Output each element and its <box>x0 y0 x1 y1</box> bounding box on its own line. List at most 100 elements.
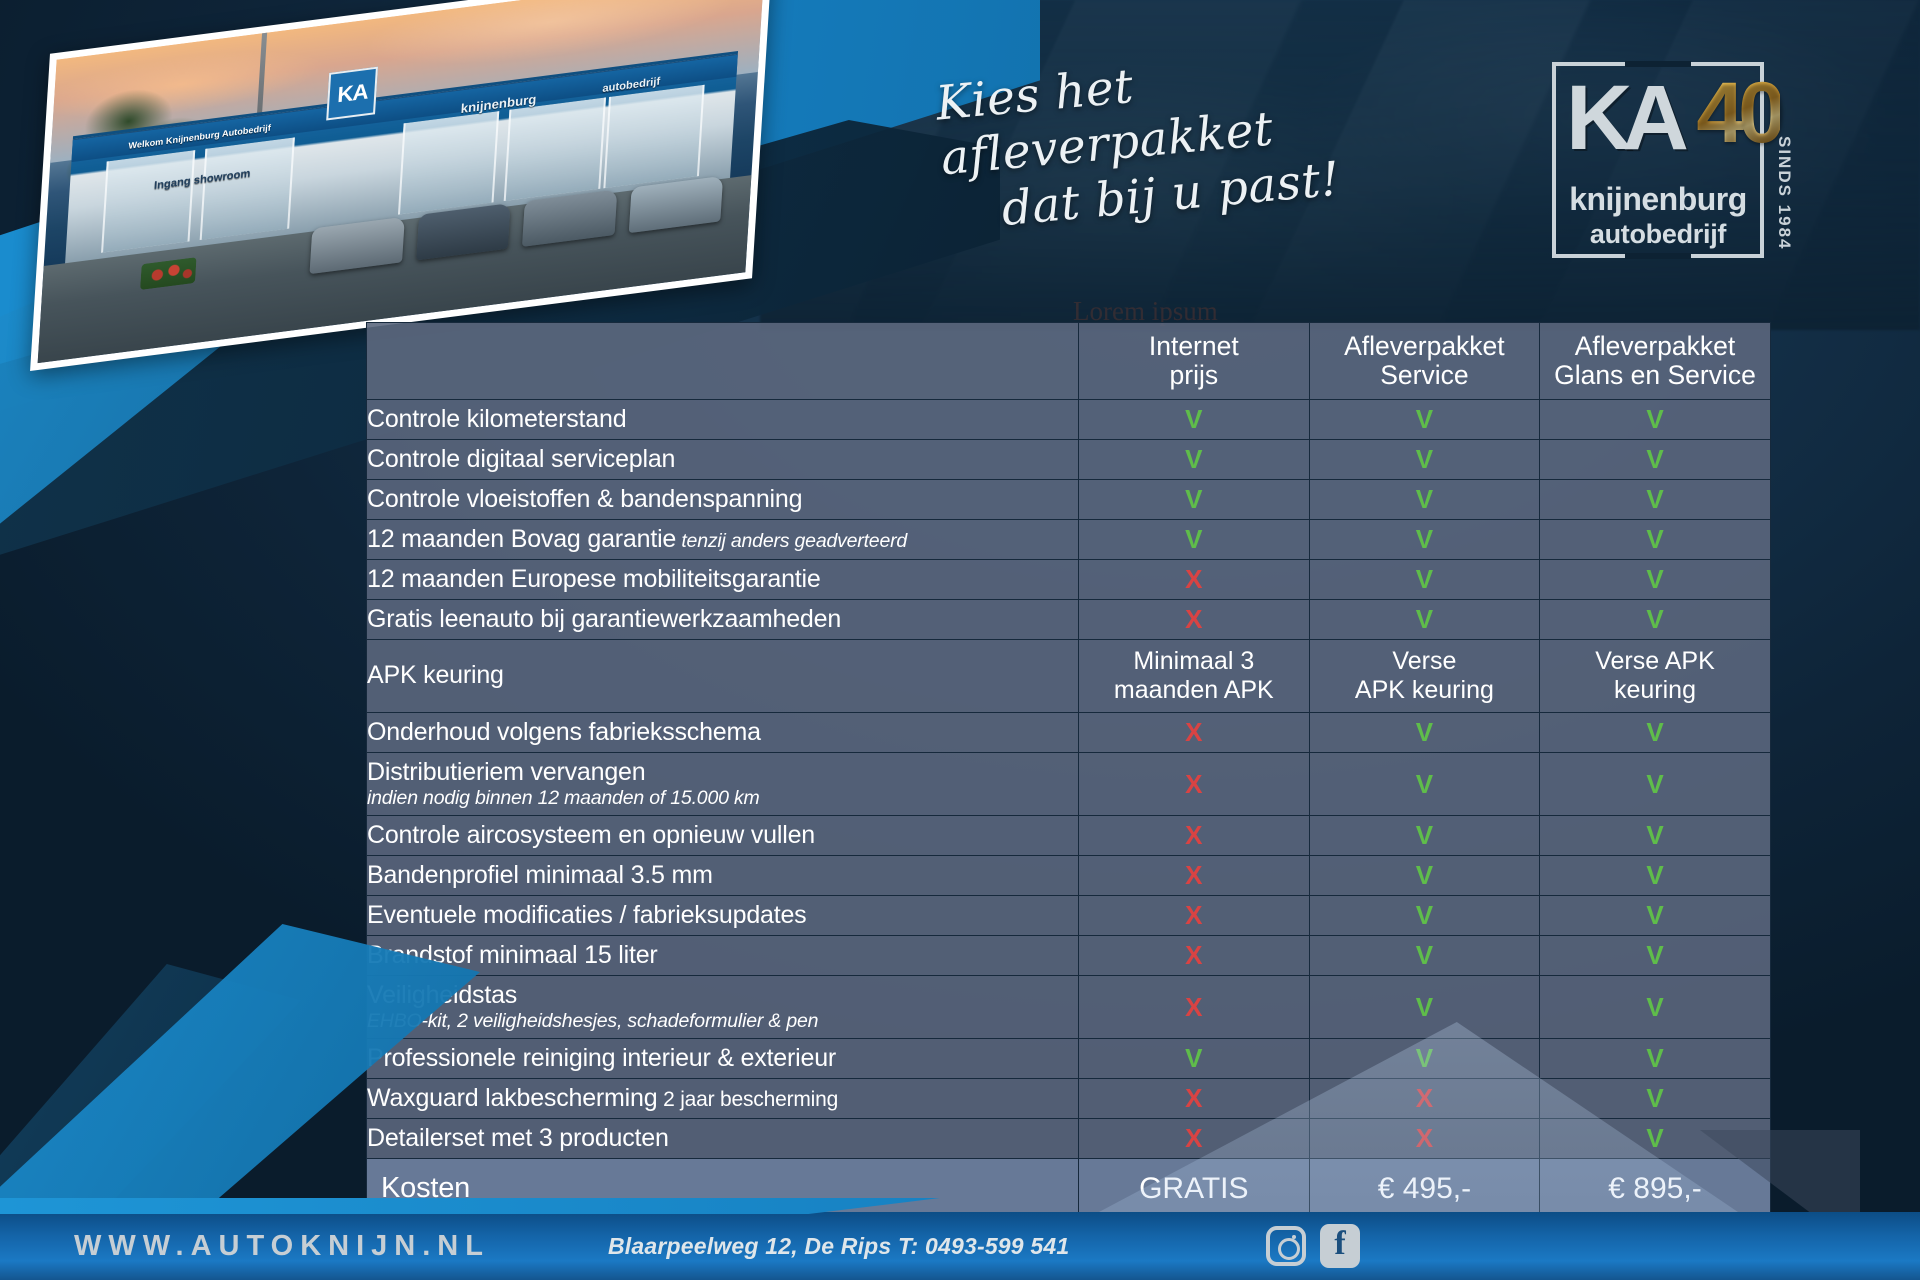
row-value-cross: X <box>1078 935 1310 976</box>
check-icon: V <box>1185 1043 1203 1073</box>
check-icon: V <box>1646 1123 1664 1153</box>
row-label-subnote: EHBO-kit, 2 veiligheidshesjes, schadefor… <box>367 1009 819 1032</box>
check-icon: V <box>1646 717 1664 747</box>
row-value-check: V <box>1308 519 1541 560</box>
row-value-cross: X <box>1078 1118 1310 1159</box>
brand-logo: KA 40 knijnenburg autobedrijf SINDS 1984 <box>1552 61 1794 259</box>
row-value-check: V <box>1308 399 1541 440</box>
check-icon: V <box>1415 900 1434 930</box>
lorem-watermark: Lorem ipsum <box>1073 296 1218 326</box>
table-cost-row: Kosten GRATIS € 495,- € 895,- <box>366 1158 1771 1220</box>
row-value-check: V <box>1539 975 1771 1039</box>
row-value-check: V <box>1308 559 1541 600</box>
table-row: VeiligheidstasEHBO-kit, 2 veiligheidshes… <box>366 975 1771 1039</box>
cross-icon: X <box>1415 1123 1434 1153</box>
row-value-check: V <box>1539 439 1771 480</box>
check-icon: V <box>1415 444 1434 474</box>
row-value-check: V <box>1539 935 1771 976</box>
cross-icon: X <box>1185 564 1203 594</box>
table-row: Controle kilometerstand V V V <box>366 399 1771 440</box>
row-value-check: V <box>1539 712 1771 753</box>
table-row: Waxguard lakbescherming 2 jaar beschermi… <box>366 1078 1771 1119</box>
table-header-line-2: prijs <box>1169 360 1219 390</box>
table-header-line-1: Afleverpakket <box>1574 331 1736 362</box>
row-label: Detailerset met 3 producten <box>366 1118 1079 1159</box>
row-value-check: V <box>1539 855 1771 896</box>
footer-address: Blaarpeelweg 12, De Rips T: 0493-599 541 <box>607 1232 1070 1259</box>
table-row: Detailerset met 3 producten X X V <box>366 1118 1771 1159</box>
row-label-text: Onderhoud volgens fabrieksschema <box>367 717 761 746</box>
row-value-check: V <box>1308 599 1541 640</box>
row-value-check: V <box>1308 752 1541 816</box>
row-value-check: V <box>1308 895 1541 936</box>
table-header-col-1: Internet prijs <box>1078 322 1310 400</box>
row-label: Professionele reiniging interieur & exte… <box>366 1038 1079 1079</box>
footer-social-links: f <box>1266 1224 1360 1268</box>
row-value-check: V <box>1539 1078 1771 1119</box>
row-value-cross: X <box>1078 1078 1310 1119</box>
check-icon: V <box>1646 484 1664 514</box>
row-value-check: V <box>1539 559 1771 600</box>
row-value-line: keuring <box>1613 676 1696 704</box>
table-header-line-2: Glans en Service <box>1554 360 1756 390</box>
row-label-text: Distributieriem vervangen <box>367 758 646 787</box>
footer-website[interactable]: WWW.AUTOKNIJN.NL <box>74 1229 490 1262</box>
row-value-line: APK keuring <box>1354 676 1494 704</box>
row-value-check: V <box>1539 1038 1771 1079</box>
table-row: Professionele reiniging interieur & exte… <box>366 1038 1771 1079</box>
photo-window <box>397 111 500 215</box>
row-value-check: V <box>1539 479 1771 520</box>
logo-anniversary-40: 40 <box>1696 65 1786 161</box>
table-header-col-2: Afleverpakket Service <box>1308 322 1541 400</box>
logo-ka-text: KA <box>1566 67 1689 169</box>
row-value-check: V <box>1078 439 1310 480</box>
cross-icon: X <box>1415 1083 1434 1113</box>
cost-row-value: € 895,- <box>1539 1158 1771 1220</box>
row-label-text: Eventuele modificaties / fabrieksupdates <box>367 900 807 929</box>
row-label-text: Waxguard lakbescherming <box>367 1083 658 1112</box>
row-label: Eventuele modificaties / fabrieksupdates <box>366 895 1079 936</box>
cost-row-value: € 495,- <box>1308 1158 1541 1220</box>
row-value-check: V <box>1308 935 1541 976</box>
row-value-check: V <box>1539 752 1771 816</box>
logo-company-name: knijnenburg <box>1569 181 1747 217</box>
row-label: Onderhoud volgens fabrieksschema <box>366 712 1079 753</box>
row-value-check: V <box>1078 1038 1310 1079</box>
row-value-check: V <box>1539 1118 1771 1159</box>
cross-icon: X <box>1185 860 1203 890</box>
check-icon: V <box>1415 1043 1434 1073</box>
row-label-text: Controle aircosysteem en opnieuw vullen <box>367 820 815 849</box>
instagram-icon[interactable] <box>1266 1226 1306 1266</box>
row-label: Controle vloeistoffen & bandenspanning <box>366 479 1079 520</box>
row-label: 12 maanden Europese mobiliteitsgarantie <box>366 559 1079 600</box>
table-header-blank <box>366 322 1079 400</box>
row-value-cross: X <box>1078 855 1310 896</box>
row-value-cross: X <box>1078 895 1310 936</box>
row-value-check: V <box>1539 399 1771 440</box>
table-body: Internet prijs Afleverpakket Service Aflever… <box>366 322 1771 1220</box>
row-label-text: Controle vloeistoffen & bandenspanning <box>367 484 803 513</box>
footer-bar: WWW.AUTOKNIJN.NL Blaarpeelweg 12, De Rip… <box>0 1212 1920 1280</box>
table-row: 12 maanden Europese mobiliteitsgarantie X… <box>366 559 1771 600</box>
check-icon: V <box>1646 524 1664 554</box>
check-icon: V <box>1646 991 1664 1022</box>
check-icon: V <box>1415 524 1434 554</box>
row-value-check: V <box>1308 975 1541 1039</box>
row-value-line: Verse APK <box>1595 646 1715 675</box>
check-icon: V <box>1646 860 1664 890</box>
row-value-cross: X <box>1078 559 1310 600</box>
row-value-check: V <box>1539 599 1771 640</box>
check-icon: V <box>1415 768 1434 799</box>
row-value-check: V <box>1078 519 1310 560</box>
check-icon: V <box>1415 940 1434 970</box>
row-value-check: V <box>1308 815 1541 856</box>
cross-icon: X <box>1185 1123 1203 1153</box>
row-label-note: 2 jaar bescherming <box>657 1087 839 1111</box>
check-icon: V <box>1185 484 1203 514</box>
row-value-check: V <box>1308 479 1541 520</box>
facebook-icon[interactable]: f <box>1320 1224 1360 1268</box>
row-label-text: Professionele reiniging interieur & exte… <box>367 1043 837 1072</box>
check-icon: V <box>1646 820 1664 850</box>
photo-window <box>504 97 606 201</box>
row-value-check: V <box>1539 815 1771 856</box>
